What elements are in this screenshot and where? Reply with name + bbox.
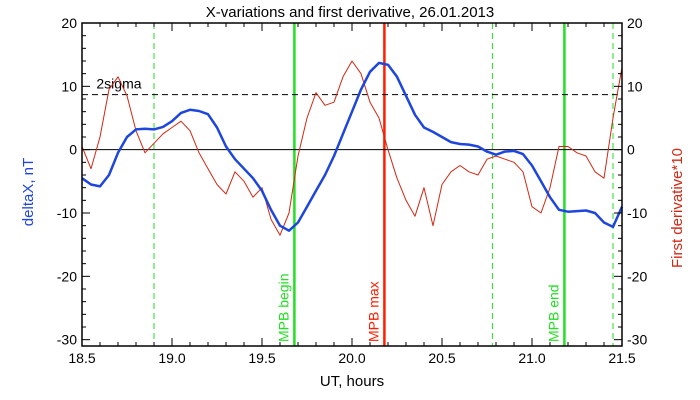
plot-area: 2sigma MPB begin MPB max MPB end	[81, 23, 624, 346]
y-tick-label-right: 20	[627, 15, 643, 31]
x-tick-label: 19.0	[158, 350, 185, 366]
mpb-marker-label: MPB end	[545, 284, 561, 342]
axes-frame	[81, 22, 623, 347]
y-axis-label-right: First derivative*10	[669, 148, 686, 268]
x-tick-label: 20.5	[428, 350, 455, 366]
y-tick-label-left: 0	[69, 142, 77, 158]
x-tick-label: 20.0	[338, 350, 365, 366]
sigma-label: 2sigma	[96, 76, 141, 92]
y-tick-label-right: 10	[627, 78, 643, 94]
deltax-series-line	[81, 61, 624, 232]
mpb-marker-label: MPB max	[365, 281, 381, 342]
y-tick-label-left: -20	[57, 268, 77, 284]
chart-title: X-variations and first derivative, 26.01…	[206, 4, 495, 21]
x-tick-label: 18.5	[68, 350, 95, 366]
y-tick-label-left: 20	[61, 15, 77, 31]
y-tick-label-right: -20	[627, 268, 647, 284]
y-tick-label-right: -10	[627, 205, 647, 221]
derivative-series-line	[81, 60, 623, 236]
y-tick-label-left: -30	[57, 332, 77, 348]
y-tick-label-right: 0	[627, 142, 635, 158]
x-tick-label: 19.5	[248, 350, 275, 366]
mpb-marker-label: MPB begin	[275, 274, 291, 342]
x-tick-label: 21.5	[608, 350, 635, 366]
y-axis-label-left: deltaX, nT	[20, 158, 37, 226]
y-tick-label-right: -30	[627, 332, 647, 348]
y-tick-label-left: 10	[61, 78, 77, 94]
x-axis-label: UT, hours	[320, 373, 384, 390]
x-tick-label: 21.0	[518, 350, 545, 366]
y-tick-label-left: -10	[57, 205, 77, 221]
axis-ticks: 18.5 19.0 19.5 20.0 20.5 21.0 21.5 -30 -30 -20 -20…	[57, 15, 648, 366]
